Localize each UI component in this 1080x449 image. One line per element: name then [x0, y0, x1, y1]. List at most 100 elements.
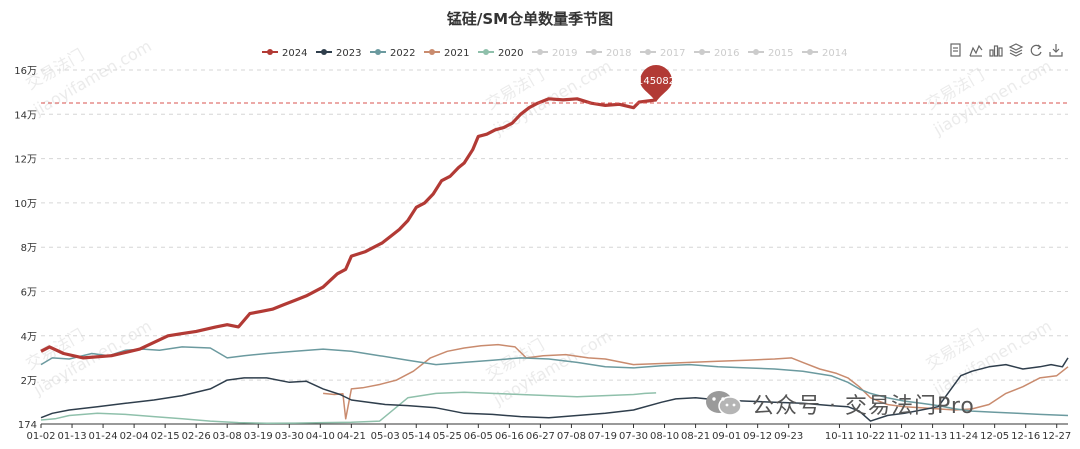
x-tick-label: 06-05	[464, 431, 493, 442]
x-axis: 01-02 01-13 01-24 02-04 02-15 02-26 03-08 03-19…	[26, 423, 1071, 442]
legend-label: 2023	[336, 48, 361, 59]
x-tick-label: 09-12	[743, 431, 772, 442]
legend-item-2014[interactable]: 2014	[802, 48, 847, 59]
x-tick-label: 12-27	[1042, 431, 1071, 442]
x-tick-label: 11-02	[887, 431, 916, 442]
x-tick-label: 05-25	[433, 431, 462, 442]
y-axis: 174 2万 4万 6万 8万 10万 12万 14万 16万	[14, 66, 37, 431]
x-tick-label: 07-08	[557, 431, 586, 442]
x-tick-label: 11-13	[918, 431, 947, 442]
restore-icon[interactable]	[1030, 44, 1042, 56]
x-tick-label: 02-26	[182, 431, 211, 442]
legend-swatch-dot	[267, 49, 273, 55]
x-tick-label: 02-15	[151, 431, 180, 442]
legend-item-2021[interactable]: 2021	[424, 48, 469, 59]
x-tick-label: 04-10	[306, 431, 335, 442]
x-tick-label: 06-16	[495, 431, 524, 442]
legend-label: 2021	[444, 48, 469, 59]
legend-swatch-dot	[375, 49, 381, 55]
y-tick-label: 16万	[14, 66, 37, 77]
x-tick-label: 09-01	[712, 431, 741, 442]
legend-swatch-dot	[753, 49, 759, 55]
bar-chart-icon[interactable]	[989, 45, 1003, 57]
y-tick-label: 14万	[14, 110, 37, 121]
x-tick-label: 01-02	[26, 431, 55, 442]
legend-swatch-dot	[321, 49, 327, 55]
legend-swatch-dot	[483, 49, 489, 55]
max-pin-label: 145082	[637, 76, 675, 87]
line-chart-icon[interactable]	[969, 44, 983, 57]
legend-label: 2014	[822, 48, 847, 59]
series-line-2021	[323, 343, 1069, 420]
chart-title: 锰硅/SM仓单数量季节图	[447, 10, 613, 28]
x-tick-label: 12-05	[980, 431, 1009, 442]
x-tick-label: 09-23	[774, 431, 803, 442]
legend-item-2019[interactable]: 2019	[532, 48, 577, 59]
legend-item-2024[interactable]: 2024	[262, 48, 307, 59]
mark-line: 145082	[41, 65, 1068, 104]
y-tick-label: 8万	[21, 243, 37, 254]
y-tick-label: 6万	[21, 287, 37, 298]
x-tick-label: 06-27	[526, 431, 555, 442]
legend-item-2022[interactable]: 2022	[370, 48, 415, 59]
legend-swatch-dot	[699, 49, 705, 55]
legend-item-2018[interactable]: 2018	[586, 48, 631, 59]
legend-item-2017[interactable]: 2017	[640, 48, 685, 59]
legend-item-2023[interactable]: 2023	[316, 48, 361, 59]
x-tick-label: 05-14	[402, 431, 431, 442]
y-tick-label: 2万	[21, 376, 37, 387]
legend-swatch-dot	[591, 49, 597, 55]
series-lines	[40, 97, 1069, 425]
max-pin	[640, 65, 673, 103]
x-tick-label: 03-08	[213, 431, 242, 442]
data-view-icon[interactable]	[950, 43, 961, 57]
legend-label: 2020	[498, 48, 523, 59]
legend-label: 2019	[552, 48, 577, 59]
series-line-2023	[40, 357, 1069, 422]
x-tick-label: 01-13	[58, 431, 87, 442]
x-tick-label: 04-21	[337, 431, 366, 442]
wechat-account-label: 公众号 · 交易法门Pro	[752, 394, 975, 419]
series-line-2022	[40, 346, 1069, 417]
x-tick-label: 03-19	[244, 431, 273, 442]
legend-swatch-dot	[807, 49, 813, 55]
legend-label: 2017	[660, 48, 685, 59]
legend-label: 2018	[606, 48, 631, 59]
legend-swatch-dot	[429, 49, 435, 55]
x-tick-label: 02-04	[120, 431, 149, 442]
x-tick-label: 08-21	[681, 431, 710, 442]
x-tick-label: 11-24	[949, 431, 978, 442]
x-tick-label: 12-16	[1011, 431, 1040, 442]
x-tick-label: 08-10	[650, 431, 679, 442]
save-image-icon[interactable]	[1049, 44, 1063, 57]
x-tick-label: 01-24	[89, 431, 118, 442]
x-tick-label: 03-30	[275, 431, 304, 442]
y-tick-label: 4万	[21, 332, 37, 343]
legend-item-2016[interactable]: 2016	[694, 48, 739, 59]
legend-label: 2024	[282, 48, 307, 59]
wechat-icon	[706, 391, 742, 416]
y-tick-label: 174	[18, 420, 37, 431]
x-tick-label: 10-22	[856, 431, 885, 442]
x-tick-label: 07-19	[588, 431, 617, 442]
legend-item-2015[interactable]: 2015	[748, 48, 793, 59]
grid-lines	[41, 69, 1068, 381]
stack-icon[interactable]	[1008, 43, 1024, 57]
x-tick-label: 07-30	[619, 431, 648, 442]
legend: 2024 2023 2022 2021 2020 2019 2018 2017 2016 2015…	[262, 48, 847, 59]
y-tick-label: 10万	[14, 199, 37, 210]
series-line-2020	[40, 391, 657, 425]
legend-label: 2022	[390, 48, 415, 59]
legend-swatch-dot	[537, 49, 543, 55]
x-tick-label: 10-11	[825, 431, 854, 442]
legend-item-2020[interactable]: 2020	[478, 48, 523, 59]
y-tick-label: 12万	[14, 155, 37, 166]
toolbox	[950, 43, 1063, 57]
series-line-2024	[40, 97, 657, 360]
legend-label: 2015	[768, 48, 793, 59]
